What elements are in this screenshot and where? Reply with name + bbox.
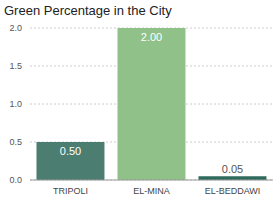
html-text:Green Percentage in the City: Green Percentage in the City [4,3,172,18]
svg-text:0.5: 0.5 [9,137,22,147]
svg-text:2.00: 2.00 [141,31,162,43]
svg-text:2.0: 2.0 [9,23,22,33]
svg-text:0.50: 0.50 [60,145,81,157]
svg-text:TRIPOLI: TRIPOLI [53,186,88,196]
svg-text:EL-BEDDAWI: EL-BEDDAWI [205,186,261,196]
svg-text:0.05: 0.05 [222,163,243,175]
svg-text:1.0: 1.0 [9,99,22,109]
svg-text:0.0: 0.0 [9,175,22,185]
svg-text:1.5: 1.5 [9,61,22,71]
svg-text:EL-MINA: EL-MINA [133,186,170,196]
